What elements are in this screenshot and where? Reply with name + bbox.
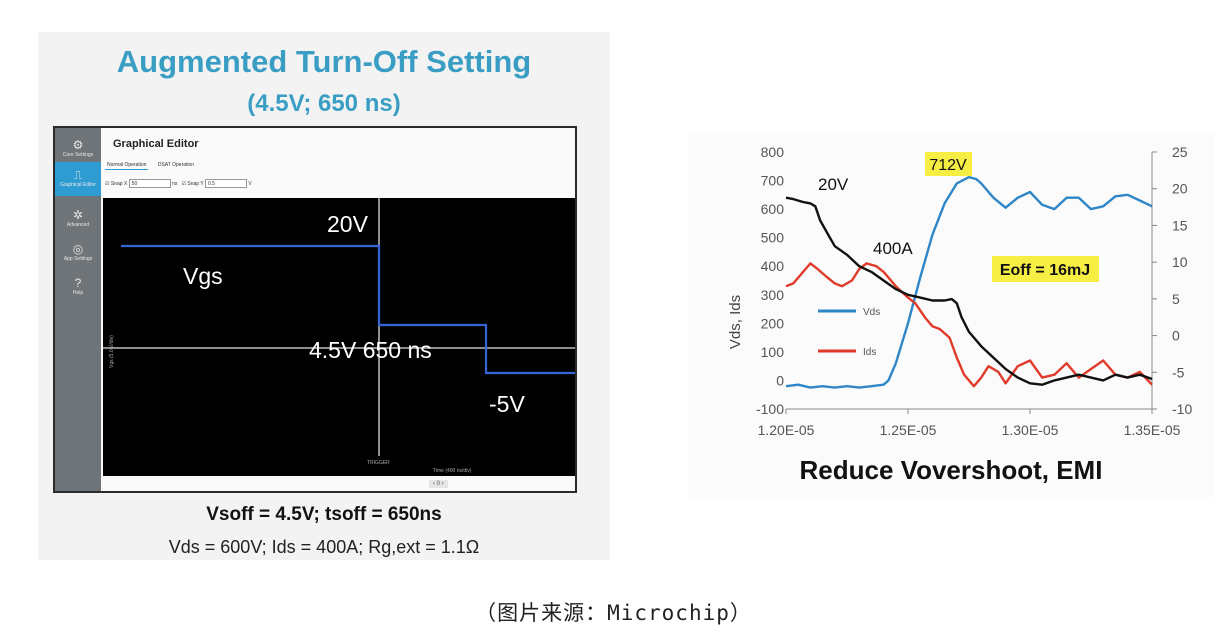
image-caption: （图片来源：Microchip） [475, 601, 752, 625]
help-icon: ? [74, 276, 82, 290]
y2-tick-label: 0 [1172, 328, 1180, 344]
gear-icon: ⚙ [72, 138, 84, 152]
sidebar-item-label: Graphical Editor [60, 182, 96, 188]
waveform-svg: 20V Vgs 4.5V 650 ns -5V TRIGGER Time (40… [103, 198, 575, 474]
legend-vds-label: Vds [863, 307, 880, 318]
gears-icon: ✲ [72, 208, 84, 222]
y-tick-label: 600 [761, 201, 785, 217]
snap-y-unit: V [248, 180, 252, 187]
y-axis-ticks: 800 700 600 500 400 300 200 100 0 -100 [756, 144, 784, 417]
sidebar-item-help[interactable]: ? Help [55, 276, 101, 296]
snap-x-checkbox[interactable]: ☑ [105, 180, 110, 187]
app-sidebar: ⚙ Core Settings ⎍ Graphical Editor ✲ Adv… [55, 128, 101, 491]
waveform-scope[interactable]: 20V Vgs 4.5V 650 ns -5V TRIGGER Time (40… [103, 198, 575, 476]
left-title: Augmented Turn-Off Setting [116, 44, 532, 79]
x-tick-label: 1.25E-05 [880, 422, 937, 438]
y2-tick-label: 15 [1172, 217, 1188, 233]
sidebar-item-graphical-editor[interactable]: ⎍ Graphical Editor [55, 162, 101, 196]
series-vds-line [785, 175, 1153, 389]
sidebar-item-core-settings[interactable]: ⚙ Core Settings [55, 138, 101, 158]
waveform-icon: ⎍ [73, 168, 83, 182]
sidebar-item-app-settings[interactable]: ◎ App Settings [55, 242, 101, 262]
y-tick-label: 200 [761, 315, 785, 331]
app-title: Graphical Editor [113, 138, 199, 150]
series-ids-line [785, 262, 1153, 388]
y2-tick-label: 20 [1172, 181, 1188, 197]
y2-tick-label: 10 [1172, 254, 1188, 270]
y-tick-label: 500 [761, 230, 785, 246]
sidebar-item-label: Help [72, 290, 84, 296]
y2-tick-label: 25 [1172, 144, 1188, 160]
sidebar-item-label: Core Settings [62, 152, 94, 158]
pager[interactable]: ‹ 0 › [429, 480, 448, 488]
snap-y-label: Snap Y [187, 180, 204, 187]
chart-panel: 800 700 600 500 400 300 200 100 0 -100 25 20 15 10 5 0… [688, 132, 1215, 497]
y2-tick-label: 5 [1172, 291, 1180, 307]
sidebar-item-label: App Settings [63, 256, 93, 262]
x-tick-label: 1.30E-05 [1002, 422, 1059, 438]
series-group [785, 175, 1153, 389]
label-vgs: Vgs [183, 263, 223, 289]
v20-annotation: 20V [818, 175, 849, 194]
y2-tick-label: -5 [1172, 364, 1185, 380]
snap-x-unit: ns [172, 180, 178, 187]
y-tick-label: -100 [756, 401, 784, 417]
y-tick-label: 800 [761, 144, 785, 160]
setting-summary: Vsoff = 4.5V; tsoff = 650ns [206, 504, 442, 525]
y2-axis-ticks: 25 20 15 10 5 0 -5 -10 [1152, 144, 1192, 417]
graphical-editor-window: ⚙ Core Settings ⎍ Graphical Editor ✲ Adv… [53, 126, 577, 493]
y-tick-label: 300 [761, 287, 785, 303]
sidebar-item-advanced[interactable]: ✲ Advanced [55, 208, 101, 228]
a400-annotation: 400A [873, 239, 913, 258]
chart-title: Reduce Vovershoot, EMI [800, 455, 1103, 485]
y-axis-label: Vgs (5.0 V/div) [109, 335, 115, 368]
tab-normal-operation[interactable]: Normal Operation [105, 161, 149, 170]
series-unlabeled-2-line [785, 196, 1153, 386]
snap-controls: ☑ Snap X 50 ns ☑ Snap Y 0.5 V [105, 179, 252, 188]
label-neg-5v: -5V [489, 391, 525, 417]
vgs-waveform[interactable] [121, 244, 575, 375]
x-axis-label: Time (400 ns/div) [433, 468, 472, 474]
chart-svg: 800 700 600 500 400 300 200 100 0 -100 25 20 15 10 5 0… [727, 144, 1192, 485]
x-tick-label: 1.35E-05 [1124, 422, 1181, 438]
peak-highlight [925, 152, 972, 176]
snap-y-input[interactable]: 0.5 [205, 179, 248, 188]
operation-tabs: Normal Operation DSAT Operation [105, 161, 202, 170]
snap-x-input[interactable]: 50 [128, 179, 171, 188]
y-tick-label: 0 [776, 372, 784, 388]
snap-x-label: Snap X [110, 180, 128, 187]
label-4-5v-650ns: 4.5V 650 ns [309, 337, 432, 363]
x-tick-label: 1.20E-05 [758, 422, 815, 438]
legend-ids-label: Ids [863, 347, 876, 358]
label-20v: 20V [327, 211, 369, 237]
y-tick-label: 700 [761, 173, 785, 189]
test-conditions: Vds = 600V; Ids = 400A; Rg,ext = 1.1Ω [168, 537, 480, 557]
sidebar-item-label: Advanced [66, 222, 90, 228]
settings-circle-icon: ◎ [72, 242, 84, 256]
eoff-highlight [992, 256, 1099, 282]
snap-y-checkbox[interactable]: ☑ [181, 180, 186, 187]
peak-annotation: 712V [929, 157, 967, 174]
y2-tick-label: -10 [1172, 401, 1192, 417]
x-axis-ticks: 1.20E-05 1.25E-05 1.30E-05 1.35E-05 [758, 409, 1181, 438]
tab-dsat-operation[interactable]: DSAT Operation [157, 162, 195, 168]
left-subtitle: (4.5V; 650 ns) [247, 90, 401, 117]
trigger-label: TRIGGER [367, 460, 390, 466]
y-axis-title: Vds, Ids [727, 295, 744, 349]
eoff-annotation: Eoff = 16mJ [1000, 262, 1090, 279]
y-tick-label: 400 [761, 258, 785, 274]
y-tick-label: 100 [761, 344, 785, 360]
